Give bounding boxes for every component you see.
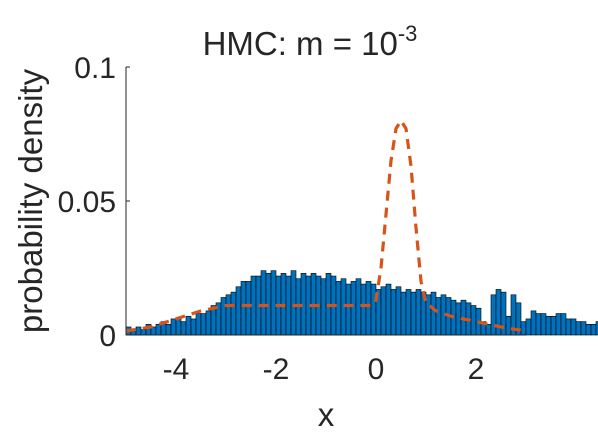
histogram-bar (595, 321, 598, 336)
histogram-bar (540, 313, 547, 336)
histogram-bar (260, 270, 267, 336)
x-tick-label: 2 (468, 353, 485, 386)
histogram-bar (335, 281, 342, 336)
histogram-bar (370, 283, 377, 336)
histogram-bar (555, 313, 562, 336)
x-tick-label: 0 (368, 353, 385, 386)
histogram-bar (435, 297, 442, 336)
histogram-bar (165, 323, 172, 336)
density-line (125, 118, 527, 333)
histogram-bar (535, 313, 542, 336)
histogram-bar (240, 281, 247, 336)
chart-title-exponent: -3 (398, 21, 418, 46)
x-axis-label: x (318, 396, 335, 433)
histogram-bar (345, 283, 352, 336)
histogram-bar (360, 283, 367, 336)
histogram-bar (585, 323, 592, 336)
histogram-bar (485, 323, 492, 336)
histogram-bar (390, 289, 397, 336)
histogram-bar (590, 323, 597, 336)
histogram-bar (320, 278, 327, 336)
histogram-bar (205, 310, 212, 336)
histogram-bar (380, 286, 387, 336)
histogram-bar (270, 270, 277, 336)
histogram-bar (225, 294, 232, 336)
histogram-bar (170, 318, 177, 336)
histogram-bar (355, 278, 362, 336)
histogram-bar (195, 313, 202, 336)
histogram-bar (410, 291, 417, 336)
histogram-bar (470, 305, 477, 336)
histogram-bar (230, 291, 237, 336)
histogram-bar (135, 326, 142, 336)
tick-labels: -4 -2 0 2 0 0.05 0.1 (58, 52, 485, 386)
histogram-bar (175, 318, 182, 336)
histogram-bar (570, 318, 577, 336)
chart-title: HMC: m = 10-3 (203, 21, 418, 62)
x-tick-label: -2 (263, 353, 290, 386)
histogram-bar (185, 315, 192, 336)
histogram-bar (530, 310, 537, 336)
density-curve (125, 118, 527, 333)
histogram-bar (395, 286, 402, 336)
histogram-bar (565, 318, 572, 336)
histogram-bar (455, 302, 462, 336)
y-tick-label: 0 (99, 320, 116, 353)
histogram-bar (550, 315, 557, 336)
histogram-bars (125, 270, 598, 336)
histogram-bar (520, 321, 527, 336)
histogram-bar (365, 281, 372, 336)
histogram-bar (190, 318, 197, 336)
chart-title-main: HMC: m = 10 (203, 25, 398, 62)
y-tick-label: 0.1 (74, 52, 116, 85)
histogram-bar (525, 318, 532, 336)
histogram-bar (200, 313, 207, 336)
histogram-bar (575, 321, 582, 336)
histogram-bar (490, 294, 497, 336)
histogram-bar (285, 275, 292, 336)
y-tick-label: 0.05 (58, 186, 116, 219)
histogram-bar (430, 291, 437, 336)
histogram-bar (560, 313, 567, 336)
histogram-bar (155, 323, 162, 336)
histogram-bar (180, 321, 187, 336)
histogram-bar (405, 289, 412, 336)
y-axis-label: probability density (12, 68, 49, 333)
histogram-bar (400, 291, 407, 336)
histogram-bar (290, 270, 297, 336)
histogram-bar (235, 286, 242, 336)
axes (125, 66, 526, 336)
histogram-bar (350, 281, 357, 336)
histogram-bar (425, 294, 432, 336)
histogram-bar (385, 283, 392, 336)
histogram-bar (545, 315, 552, 336)
histogram-bar (220, 297, 227, 336)
x-tick-label: -4 (163, 353, 190, 386)
histogram-bar (250, 275, 257, 336)
histogram-bar (580, 321, 587, 336)
histogram-bar (415, 289, 422, 336)
histogram-bar (245, 281, 252, 336)
histogram-bar (140, 329, 147, 336)
histogram-bar (505, 315, 512, 336)
